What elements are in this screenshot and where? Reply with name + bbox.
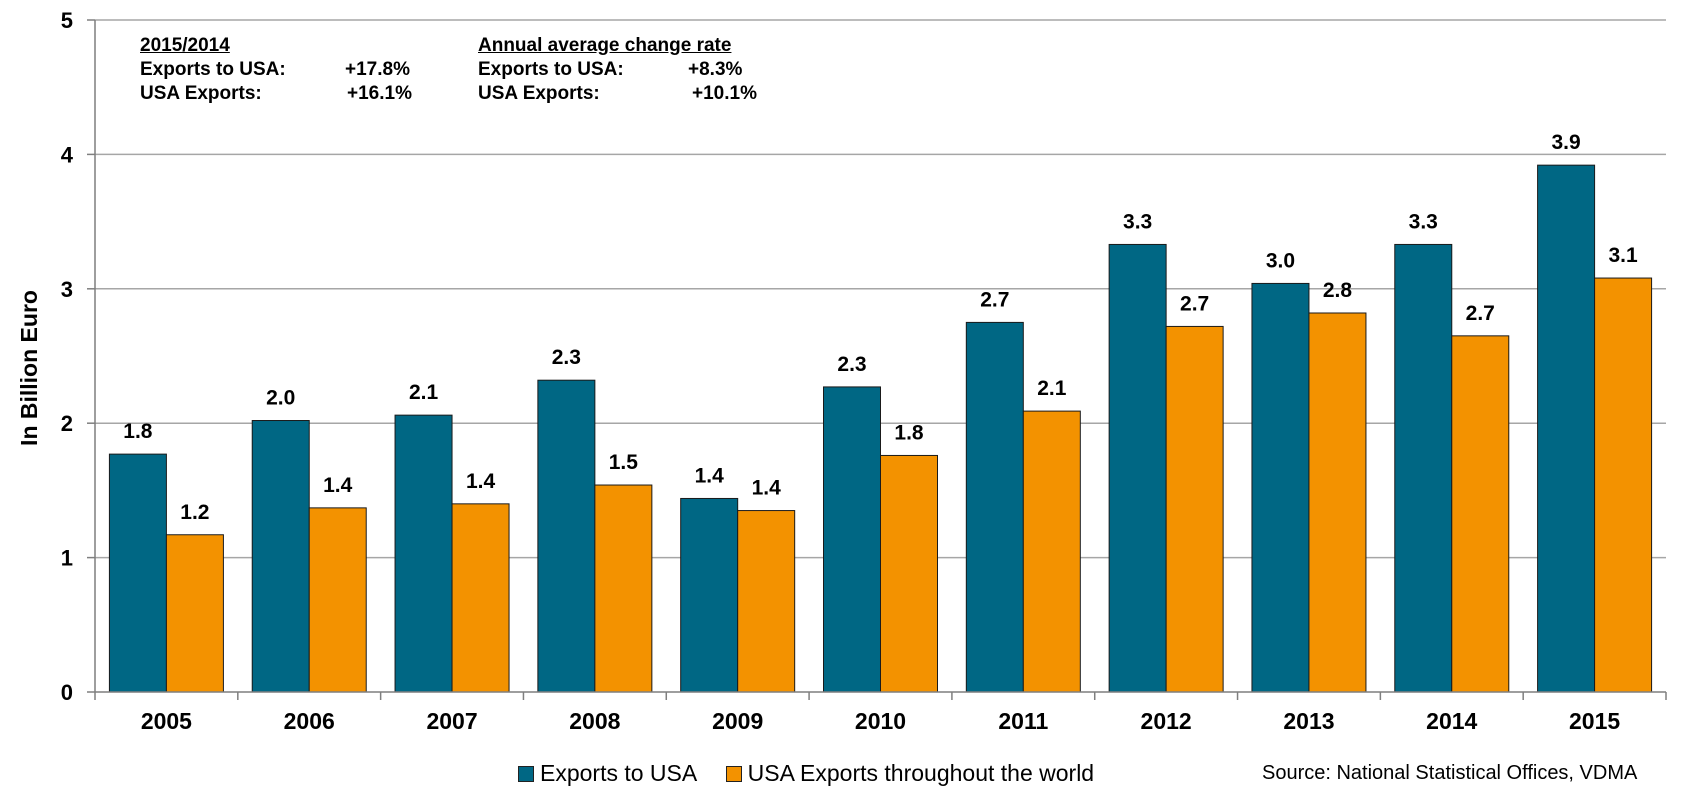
note-row: Exports to USA: +17.8%: [140, 58, 440, 82]
data-label: 1.5: [609, 451, 639, 474]
data-labels: 1.8 1.2 2.0 1.4 2.1 1.4 2.3 1.5 1.4 1.4 2.3 1.8 2.7 2…: [123, 131, 1638, 524]
note-value: +16.1%: [347, 83, 412, 104]
x-tick-label: 2005: [141, 708, 192, 734]
data-label: 1.8: [123, 420, 153, 443]
data-label: 3.9: [1551, 131, 1580, 154]
legend-item-exports-to-usa: Exports to USA: [518, 760, 697, 787]
data-label: 2.8: [1323, 279, 1353, 302]
data-label: 2.7: [1180, 292, 1209, 315]
data-label: 2.3: [552, 346, 581, 369]
x-tick-label: 2007: [426, 708, 477, 734]
bar: [880, 454, 938, 693]
note-value: +8.3%: [688, 59, 743, 80]
data-label: 2.7: [980, 288, 1009, 311]
bar: [1394, 243, 1453, 693]
note-row: USA Exports: +10.1%: [478, 82, 798, 106]
bar: [1251, 282, 1310, 693]
bar: [108, 453, 167, 693]
legend-swatch: [725, 765, 742, 782]
data-label: 2.1: [409, 381, 439, 404]
data-label: 3.3: [1123, 210, 1152, 233]
data-label: 1.4: [752, 477, 782, 500]
note-label: Exports to USA:: [140, 59, 286, 80]
bar: [737, 510, 796, 693]
growth-note-2015-2014: 2015/2014 Exports to USA: +17.8% USA Exp…: [140, 34, 440, 106]
legend-swatch: [518, 765, 534, 782]
legend-label: Exports to USA: [540, 760, 698, 786]
data-label: 2.0: [266, 387, 295, 410]
y-tick-label: 3: [61, 277, 73, 302]
x-tick-label: 2008: [569, 708, 620, 734]
y-tick-label: 1: [61, 546, 73, 571]
data-label: 1.4: [695, 464, 725, 487]
y-axis-label: In Billion Euro: [16, 290, 42, 446]
note-value: +10.1%: [692, 83, 757, 104]
x-tick-label: 2009: [712, 708, 763, 734]
data-label: 3.0: [1266, 249, 1295, 272]
bar: [251, 420, 310, 693]
y-tick-label: 4: [61, 142, 74, 167]
data-label: 1.8: [894, 421, 924, 444]
bar: [1308, 312, 1367, 693]
bar: [680, 497, 739, 693]
note-heading: 2015/2014: [140, 35, 230, 56]
legend-label: USA Exports throughout the world: [747, 760, 1095, 786]
axes: [87, 19, 1667, 700]
bar: [308, 507, 367, 693]
note-heading: Annual average change rate: [478, 35, 732, 56]
source-note: Source: National Statistical Offices, VD…: [1262, 762, 1638, 784]
bar: [1537, 164, 1596, 693]
bar: [451, 503, 510, 693]
legend-item-usa-exports-world: USA Exports throughout the world: [725, 760, 1095, 787]
legend: Exports to USA USA Exports throughout th…: [518, 760, 1116, 788]
bar: [394, 414, 453, 693]
bar: [965, 321, 1024, 693]
data-label: 2.3: [837, 353, 866, 376]
data-label: 1.4: [323, 474, 353, 497]
x-tick-label: 2014: [1426, 708, 1477, 734]
bar: [1594, 277, 1653, 693]
data-label: 1.4: [466, 470, 496, 493]
y-tick-label: 2: [61, 411, 73, 436]
data-label: 3.1: [1608, 244, 1638, 267]
x-tick-label: 2006: [284, 708, 335, 734]
note-value: +17.8%: [345, 59, 410, 80]
x-tick-label: 2013: [1283, 708, 1334, 734]
bar: [1108, 243, 1167, 693]
note-row: Exports to USA: +8.3%: [478, 58, 798, 82]
bar: [537, 379, 596, 693]
data-label: 3.3: [1409, 210, 1438, 233]
note-label: USA Exports:: [478, 83, 600, 104]
bar: [1165, 325, 1224, 693]
annual-average-note: Annual average change rate Exports to US…: [478, 34, 798, 106]
note-row: USA Exports: +16.1%: [140, 82, 440, 106]
y-tick-label: 0: [61, 680, 73, 705]
y-tick-label: 5: [61, 8, 73, 33]
x-tick-label: 2010: [855, 708, 906, 734]
bar: [823, 386, 881, 693]
bars: [108, 164, 1653, 693]
bar: [165, 534, 224, 693]
note-label: Exports to USA:: [478, 59, 624, 80]
x-tick-label: 2015: [1569, 708, 1620, 734]
x-tick-label: 2011: [998, 708, 1048, 734]
bar: [1451, 335, 1510, 693]
note-label: USA Exports:: [140, 83, 262, 104]
x-tick-label: 2012: [1141, 708, 1192, 734]
data-label: 2.1: [1037, 377, 1067, 400]
y-tick-labels: 0 1 2 3 4 5: [61, 8, 74, 705]
bar: [1022, 410, 1081, 693]
bar: [594, 484, 653, 693]
x-tick-labels: 2005 2006 2007 2008 2009 2010 2011 2012 2013 2014…: [141, 708, 1621, 734]
data-label: 1.2: [180, 501, 209, 524]
data-label: 2.7: [1466, 302, 1495, 325]
